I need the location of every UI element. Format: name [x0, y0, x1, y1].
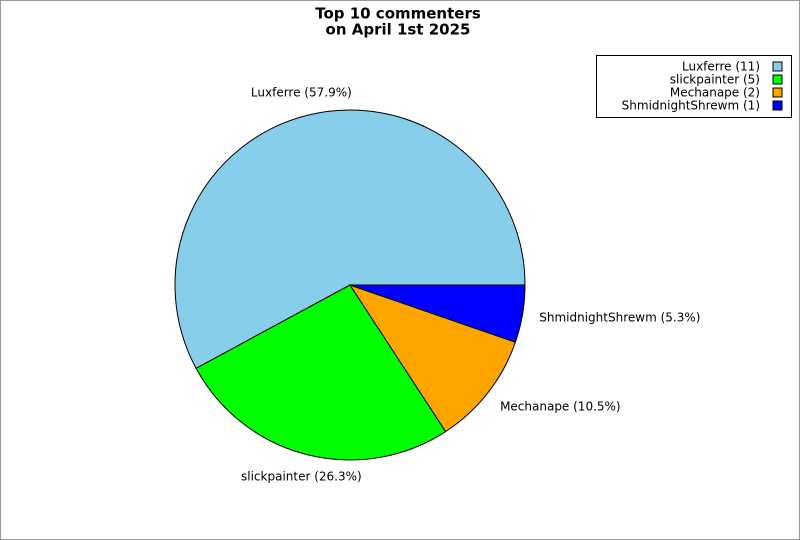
slice-label: ShmidnightShrewm (5.3%) — [539, 310, 700, 324]
pie-slice — [174, 109, 526, 370]
pie-slice — [348, 284, 517, 433]
pie-slice — [349, 284, 526, 343]
legend-label: ShmidnightShrewm (1) — [622, 99, 760, 113]
legend-label: Luxferre (11) — [682, 60, 760, 74]
legend-label: slickpainter (5) — [670, 73, 760, 87]
legend-box — [596, 55, 792, 118]
legend-swatch — [772, 74, 783, 85]
slice-label: slickpainter (26.3%) — [241, 469, 362, 483]
chart-title: on April 1st 2025 — [326, 21, 471, 39]
legend-swatch — [772, 87, 783, 98]
pie-slice — [195, 284, 447, 461]
chart-title: Top 10 commenters — [315, 5, 481, 23]
slice-label: Luxferre (57.9%) — [251, 86, 352, 100]
legend-label: Mechanape (2) — [670, 86, 760, 100]
legend-swatch — [772, 100, 783, 111]
legend-swatch — [772, 61, 783, 72]
slice-label: Mechanape (10.5%) — [500, 399, 621, 413]
